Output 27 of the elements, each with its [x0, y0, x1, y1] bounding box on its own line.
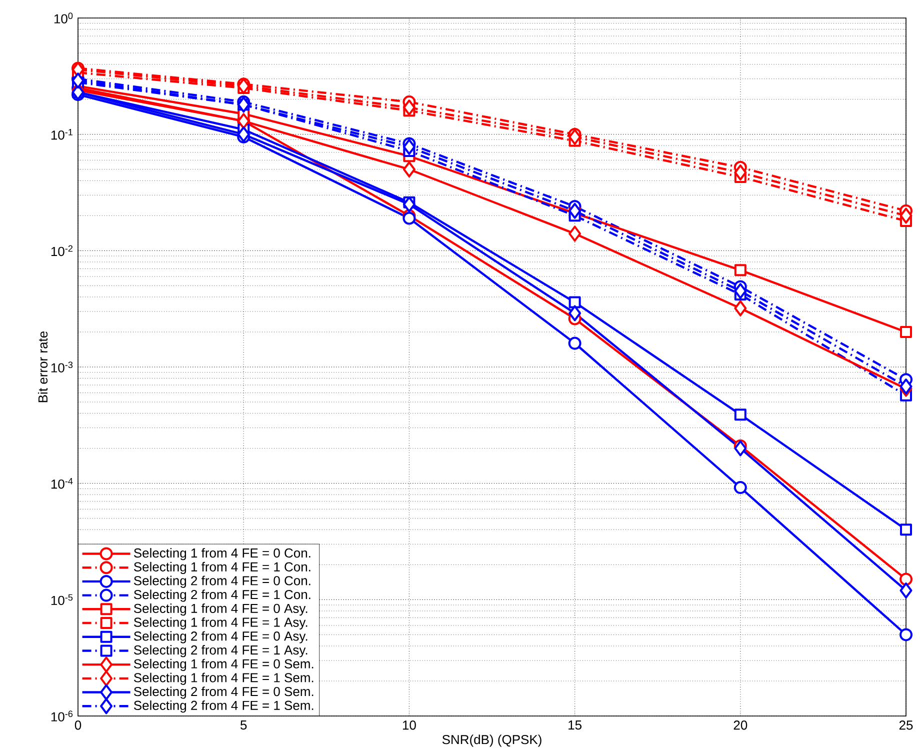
legend-label: Selecting 2 from 4 FE = 1 Sem.	[134, 700, 314, 713]
legend-label: Selecting 2 from 4 FE = 0 Sem.	[134, 686, 314, 699]
y-tick-label: 10$^{-6}$	[51, 710, 73, 722]
y-tick-label: 10$^{-3}$	[51, 362, 73, 372]
y-tick-label: 10$^{0}$	[54, 12, 73, 24]
legend-label: Selecting 1 from 4 FE = 1 Asy.	[134, 617, 308, 630]
legend-label: Selecting 1 from 4 FE = 0 Con.	[134, 548, 310, 560]
legend-label: Selecting 2 from 4 FE = 1 Asy.	[134, 645, 308, 658]
legend-label: Selecting 1 from 4 FE = 1 Con.	[134, 562, 310, 574]
y-tick-label: 10$^{-2}$	[51, 245, 73, 256]
x-tick-label: 25	[899, 720, 913, 730]
y-tick-label: 10$^{-4}$	[51, 478, 73, 489]
legend-label: Selecting 2 from 4 FE = 1 Con.	[134, 590, 310, 602]
x-tick-label: 10	[402, 720, 416, 730]
x-tick-label: 0	[74, 720, 82, 730]
legend-label: Selecting 1 from 4 FE = 1 Sem.	[134, 672, 314, 685]
x-tick-label: 15	[568, 720, 582, 730]
x-tick-label: 20	[734, 720, 748, 730]
legend-label: Selecting 2 from 4 FE = 0 Asy.	[134, 631, 308, 644]
y-axis-title: Bit error rate	[38, 331, 48, 402]
x-tick-label: 5	[240, 720, 247, 730]
legend-label: Selecting 2 from 4 FE = 0 Con.	[134, 576, 310, 588]
legend-label: Selecting 1 from 4 FE = 0 Asy.	[134, 603, 308, 616]
legend-label: Selecting 1 from 4 FE = 0 Sem.	[134, 658, 314, 671]
y-tick-label: 10$^{-5}$	[51, 594, 73, 606]
x-axis-title: SNR(dB) (QPSK)	[442, 734, 542, 747]
y-tick-label: 10$^{-1}$	[51, 128, 73, 140]
